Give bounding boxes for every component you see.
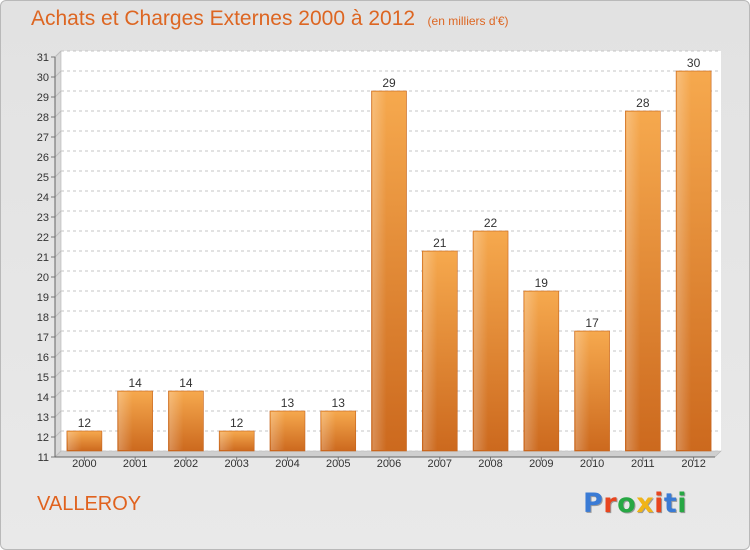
bar-highlight — [524, 292, 539, 450]
y-tick-label: 14 — [37, 392, 49, 404]
gridline-wall — [54, 330, 62, 338]
gridline-wall — [54, 190, 62, 198]
y-tick-label: 23 — [37, 212, 49, 224]
y-tick-label: 18 — [37, 312, 49, 324]
bar-highlight — [270, 412, 285, 450]
bar-highlight — [575, 332, 590, 450]
bar-value-label: 28 — [636, 96, 650, 110]
y-tick-label: 27 — [37, 132, 49, 144]
bar-value-label: 22 — [484, 216, 498, 230]
bar-highlight — [321, 412, 336, 450]
y-tick-label: 28 — [37, 112, 49, 124]
y-tick-label: 16 — [37, 352, 49, 364]
x-tick-label: 2005 — [326, 458, 350, 470]
gridline-wall — [54, 310, 62, 318]
logo-letter: o — [617, 488, 637, 519]
bar-value-label: 13 — [281, 396, 295, 410]
logo-letter: r — [603, 488, 618, 519]
y-tick-label: 26 — [37, 152, 49, 164]
bar-value-label: 12 — [78, 416, 92, 430]
bar-highlight — [67, 432, 82, 450]
x-tick-label: 2006 — [377, 458, 401, 470]
x-tick-label: 2000 — [72, 458, 96, 470]
chart-subtitle: (en milliers d'€) — [427, 14, 509, 28]
y-tick-label: 29 — [37, 92, 49, 104]
bar-value-label: 21 — [433, 236, 447, 250]
gridline-wall — [54, 350, 62, 358]
x-tick-label: 2009 — [529, 458, 553, 470]
gridline-wall — [54, 390, 62, 398]
gridline-wall — [54, 170, 62, 178]
gridline-wall — [54, 450, 62, 458]
y-tick-label: 13 — [37, 412, 49, 424]
y-tick-label: 25 — [37, 172, 49, 184]
gridline-wall — [54, 130, 62, 138]
x-tick-label: 2002 — [174, 458, 198, 470]
proxiti-logo: Proxiti — [583, 488, 687, 519]
bar-value-label: 14 — [128, 376, 142, 390]
bar-value-label: 14 — [179, 376, 193, 390]
x-tick-label: 2004 — [275, 458, 299, 470]
bar-highlight — [220, 432, 235, 450]
x-tick-label: 2011 — [631, 458, 655, 470]
y-tick-label: 20 — [37, 272, 49, 284]
y-tick-label: 19 — [37, 292, 49, 304]
x-tick-label: 2008 — [478, 458, 502, 470]
bar-highlight — [626, 112, 641, 450]
y-tick-label: 12 — [37, 432, 49, 444]
bar-highlight — [423, 252, 438, 450]
commune-name: VALLEROY — [37, 493, 142, 515]
x-tick-label: 2003 — [224, 458, 248, 470]
x-tick-label: 2012 — [681, 458, 705, 470]
gridline-wall — [54, 410, 62, 418]
x-tick-label: 2010 — [580, 458, 604, 470]
bar-highlight — [169, 392, 184, 450]
gridline-wall — [54, 210, 62, 218]
bar-value-label: 29 — [382, 76, 396, 90]
logo-letter: i — [654, 488, 664, 519]
y-tick-label: 24 — [37, 192, 49, 204]
x-tick-label: 2007 — [428, 458, 452, 470]
logo-letter: i — [677, 488, 688, 519]
bar-value-label: 13 — [332, 396, 346, 410]
logo-letter: P — [583, 488, 604, 519]
chart-title: Achats et Charges Externes 2000 à 2012 — [31, 7, 416, 30]
x-tick-label: 2001 — [123, 458, 147, 470]
logo-letter: x — [636, 488, 655, 519]
bar-value-label: 30 — [687, 56, 701, 70]
gridline-wall — [54, 370, 62, 378]
gridline-wall — [54, 230, 62, 238]
gridline-wall — [54, 50, 62, 58]
bar-highlight — [372, 92, 387, 450]
gridline-wall — [54, 270, 62, 278]
gridline-wall — [54, 90, 62, 98]
logo-letter: t — [663, 488, 678, 519]
bar-value-label: 17 — [585, 316, 599, 330]
y-tick-label: 17 — [37, 332, 49, 344]
bar-highlight — [677, 72, 692, 450]
y-tick-label: 22 — [37, 232, 49, 244]
gridline-wall — [54, 110, 62, 118]
plot-floor — [54, 450, 722, 458]
gridline-wall — [54, 70, 62, 78]
gridline-wall — [54, 250, 62, 258]
y-tick-label: 30 — [37, 72, 49, 84]
gridline-wall — [54, 290, 62, 298]
bar-value-label: 19 — [535, 276, 549, 290]
y-tick-label: 21 — [37, 252, 49, 264]
y-tick-label: 15 — [37, 372, 49, 384]
gridline-wall — [54, 430, 62, 438]
gridline-wall — [54, 150, 62, 158]
y-tick-label: 11 — [38, 452, 49, 464]
y-tick-label: 31 — [37, 52, 49, 64]
bar-highlight — [118, 392, 133, 450]
bar-value-label: 12 — [230, 416, 244, 430]
bar-highlight — [474, 232, 489, 450]
chart-title-block: Achats et Charges Externes 2000 à 2012 (… — [31, 7, 509, 31]
